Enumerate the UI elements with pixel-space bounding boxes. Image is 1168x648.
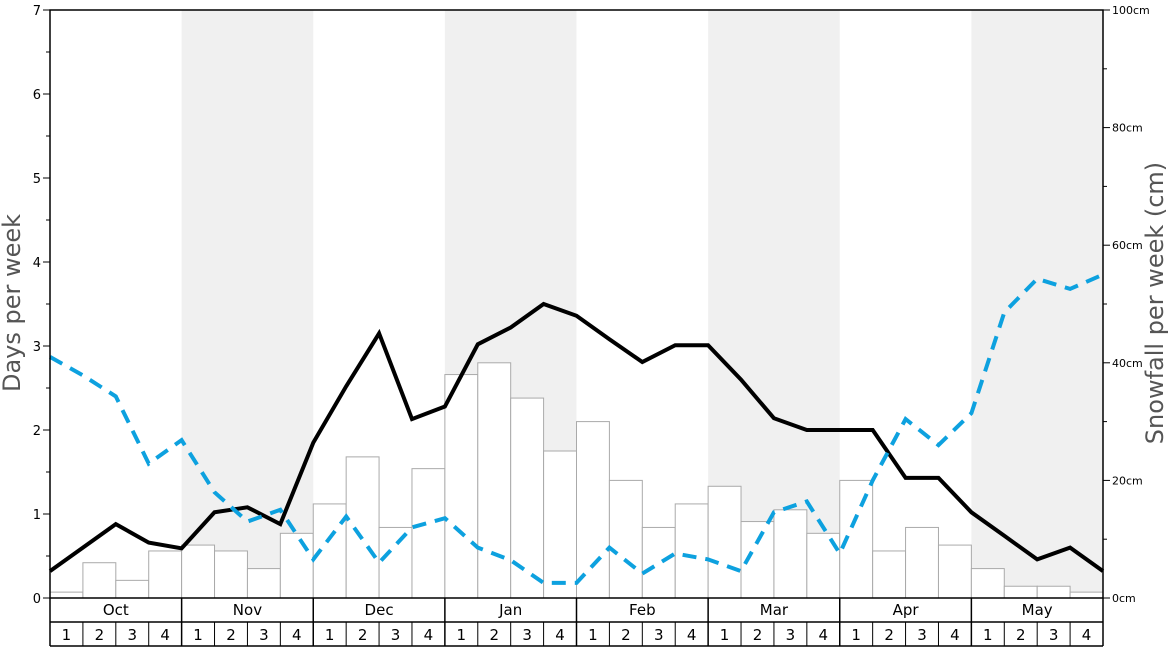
bar-8 <box>279 532 314 599</box>
axes: 0 1 2 3 4 5 6 7 0cm 20cm 40cm 60cm 80cm 100cm <box>33 4 1150 607</box>
bar-12 <box>411 468 446 599</box>
y2-tick-label: 0cm <box>1112 592 1136 605</box>
dashed-series-line <box>49 272 1104 585</box>
bar-18 <box>608 479 643 599</box>
month-shading <box>181 10 1103 598</box>
week-label: 2 <box>226 626 236 644</box>
week-label: 3 <box>1049 626 1059 644</box>
week-label: 1 <box>851 626 861 644</box>
y-tick-label: 5 <box>33 172 41 187</box>
bar-1 <box>49 591 84 599</box>
y-tick-label: 7 <box>33 4 41 19</box>
month-label: Apr <box>893 601 920 619</box>
month-label: Feb <box>629 601 656 619</box>
bar-31 <box>1036 585 1071 599</box>
month-label: Oct <box>103 601 129 619</box>
bar-21 <box>707 485 742 599</box>
bar-7 <box>246 568 281 599</box>
y-tick-label: 4 <box>33 256 41 271</box>
week-label: 4 <box>950 626 960 644</box>
month-week-axis: Oct Nov Dec Jan Feb Mar Apr May 1 2 3 4 1 2 3 4 1 2 3 4 1 2 3 4… <box>49 598 1104 647</box>
week-label: 2 <box>884 626 894 644</box>
right-axis-title: Snowfall per week (cm) <box>1141 162 1168 444</box>
week-label: 3 <box>654 626 664 644</box>
bar-32 <box>1069 591 1104 599</box>
bar-28 <box>937 544 972 599</box>
bar-4 <box>148 550 183 599</box>
month-label: Jan <box>498 601 522 619</box>
y-tick-label: 3 <box>33 340 41 355</box>
week-label: 1 <box>983 626 993 644</box>
bar-27 <box>905 526 939 599</box>
y2-tick-label: 40cm <box>1112 357 1143 370</box>
week-label: 3 <box>391 626 401 644</box>
left-axis-title: Days per week <box>0 214 26 392</box>
y2-tick-label: 20cm <box>1112 474 1143 487</box>
week-label: 4 <box>292 626 302 644</box>
bar-16 <box>543 450 577 599</box>
days-per-week-line <box>48 301 1105 573</box>
bar-2 <box>82 562 117 599</box>
week-label: 1 <box>193 626 203 644</box>
bar-5 <box>181 544 216 599</box>
month-label: Nov <box>233 601 262 619</box>
week-label: 3 <box>786 626 796 644</box>
month-label: Mar <box>760 601 789 619</box>
bar-17 <box>576 421 610 599</box>
week-label: 3 <box>522 626 532 644</box>
shade-nov <box>181 10 314 598</box>
bar-30 <box>1003 585 1038 599</box>
week-label: 4 <box>160 626 170 644</box>
bar-15 <box>510 397 545 599</box>
bar-10 <box>345 456 380 599</box>
month-label: Dec <box>365 601 394 619</box>
week-label: 2 <box>489 626 499 644</box>
y2-tick-label: 100cm <box>1112 4 1150 17</box>
y2-tick-label: 60cm <box>1112 239 1143 252</box>
y-tick-label: 2 <box>33 424 41 439</box>
month-label: May <box>1022 601 1053 619</box>
week-label: 2 <box>1016 626 1026 644</box>
week-label: 3 <box>259 626 269 644</box>
week-label: 4 <box>555 626 565 644</box>
week-label: 3 <box>127 626 137 644</box>
week-label: 1 <box>62 626 72 644</box>
bar-13 <box>444 374 479 599</box>
y-tick-label: 1 <box>33 508 41 523</box>
week-label: 1 <box>588 626 598 644</box>
week-label: 1 <box>720 626 730 644</box>
week-label: 1 <box>457 626 467 644</box>
week-label: 4 <box>687 626 697 644</box>
bar-26 <box>872 550 907 599</box>
y-tick-label: 0 <box>33 592 41 607</box>
bar-20 <box>674 503 709 599</box>
bar-14 <box>477 362 512 599</box>
week-label: 2 <box>753 626 763 644</box>
week-label: 4 <box>1082 626 1092 644</box>
shade-may <box>971 10 1103 598</box>
bar-23 <box>773 509 808 599</box>
bar-29 <box>970 568 1005 599</box>
bar-3 <box>115 579 150 599</box>
week-label: 2 <box>621 626 631 644</box>
week-label: 3 <box>917 626 927 644</box>
y-tick-label: 6 <box>33 88 41 103</box>
week-label: 4 <box>819 626 829 644</box>
week-label: 1 <box>325 626 335 644</box>
bar-19 <box>641 526 676 599</box>
week-label: 4 <box>424 626 434 644</box>
week-label: 2 <box>95 626 105 644</box>
y2-tick-label: 80cm <box>1112 122 1143 135</box>
bar-6 <box>214 550 248 599</box>
week-label: 2 <box>358 626 368 644</box>
series-lines <box>48 272 1105 585</box>
bar-11 <box>378 526 413 599</box>
